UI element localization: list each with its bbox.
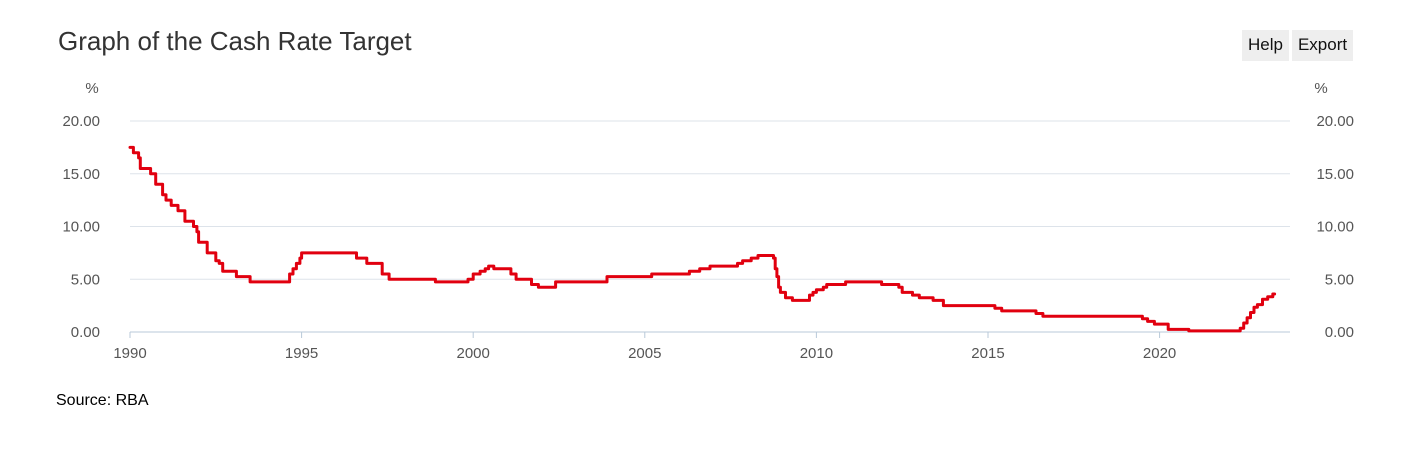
x-tick-label: 1995	[285, 345, 318, 362]
y-tick-label-left: 20.00	[62, 113, 100, 130]
y-axis-left-label: %	[85, 80, 98, 97]
y-tick-label-right: 15.00	[1316, 166, 1354, 183]
source-note: Source: RBA	[56, 392, 149, 409]
x-tick-label: 2005	[628, 345, 661, 362]
y-tick-label-right: 10.00	[1316, 219, 1354, 236]
y-tick-label-left: 5.00	[71, 271, 100, 288]
x-tick-label: 1990	[113, 345, 146, 362]
x-tick-label: 2020	[1143, 345, 1176, 362]
x-tick-label: 2010	[800, 345, 833, 362]
y-tick-label-right: 0.00	[1325, 324, 1354, 341]
axis-layer: 0.00 0.00 5.00 5.00 10.00 10.00 15.00 15.00 20.0…	[62, 113, 1354, 362]
series-layer	[128, 145, 1277, 333]
y-tick-label-left: 10.00	[62, 219, 100, 236]
y-tick-label-left: 15.00	[62, 166, 100, 183]
export-button[interactable]: Export	[1291, 30, 1354, 61]
cash-rate-chart: 0.00 0.00 5.00 5.00 10.00 10.00 15.00 15.00 20.0…	[62, 80, 1354, 362]
chart-title: Graph of the Cash Rate Target	[58, 26, 412, 56]
chart-toolbar: Help Export	[1242, 30, 1354, 61]
grid-layer	[130, 120, 1290, 333]
y-tick-label-right: 20.00	[1316, 113, 1354, 130]
x-tick-label: 2015	[971, 345, 1004, 362]
cash-rate-series-line	[128, 145, 1277, 333]
help-button[interactable]: Help	[1242, 30, 1289, 61]
x-tick-label: 2000	[457, 345, 490, 362]
y-tick-label-left: 0.00	[71, 324, 100, 341]
y-tick-label-right: 5.00	[1325, 271, 1354, 288]
y-axis-right-label: %	[1314, 80, 1327, 97]
